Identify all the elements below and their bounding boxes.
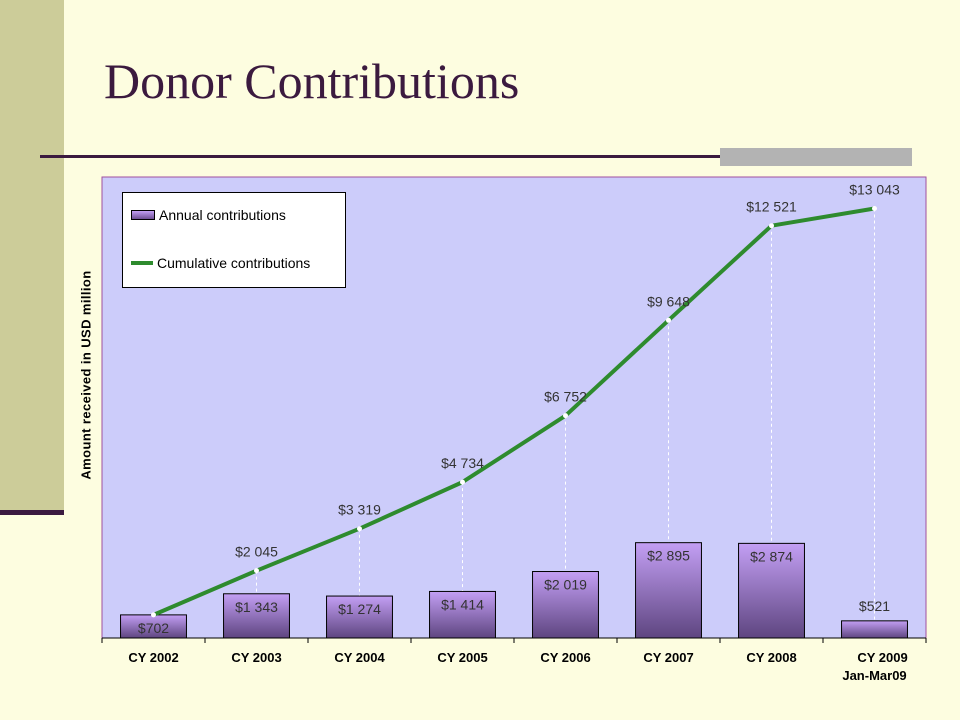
- line-point: [769, 223, 774, 229]
- x-tick-label: CY 2003: [231, 650, 281, 665]
- legend-label-annual: Annual contributions: [159, 207, 286, 223]
- bar-value-label: $702: [138, 620, 169, 636]
- line-value-label: $4 734: [441, 455, 484, 471]
- line-value-label: $9 648: [647, 293, 690, 309]
- bar-value-label: $2 019: [544, 577, 587, 593]
- line-value-label: $2 045: [235, 544, 278, 560]
- legend-item-cumulative: Cumulative contributions: [131, 255, 310, 271]
- line-point: [872, 206, 877, 212]
- line-value-label: $12 521: [746, 199, 797, 215]
- line-point: [460, 479, 465, 485]
- chart-legend: Annual contributions Cumulative contribu…: [122, 192, 346, 288]
- x-tick-label: CY 2002: [128, 650, 178, 665]
- legend-swatch-bar: [131, 210, 155, 220]
- x-tick-sublabel: Jan-Mar09: [842, 668, 906, 683]
- bar: [738, 542, 805, 639]
- title-rule: [40, 155, 912, 158]
- line-point: [666, 317, 671, 323]
- line-point: [357, 526, 362, 532]
- cumulative-line: [152, 206, 875, 617]
- bar: [223, 593, 290, 639]
- bar-value-label: $521: [859, 598, 890, 614]
- left-accent-band: [0, 0, 64, 512]
- bar-value-label: $2 895: [647, 548, 690, 564]
- bar-value-label: $1 274: [338, 601, 381, 617]
- line-point: [563, 413, 568, 419]
- x-tick-label: CY 2007: [643, 650, 693, 665]
- legend-label-cumulative: Cumulative contributions: [157, 255, 311, 271]
- left-accent-bar: [0, 510, 64, 515]
- chart: $702 $1 343 $1 274 $1 414 $2 019 $2 895 $2 874…: [60, 170, 960, 715]
- line-point: [151, 612, 156, 618]
- slide-title: Donor Contributions: [104, 53, 520, 109]
- y-axis-title-text: Amount received in USD million: [78, 270, 94, 480]
- title-rule-block: [720, 148, 912, 166]
- line-value-label: $3 319: [338, 502, 381, 518]
- bar-value-label: $1 343: [235, 599, 278, 615]
- x-tick-label: CY 2008: [746, 650, 796, 665]
- bar-value-label: $2 874: [750, 548, 793, 564]
- line-value-label: $6 752: [544, 389, 587, 405]
- line-value-label: $13 043: [849, 182, 900, 198]
- legend-swatch-line: [131, 261, 153, 265]
- bar: [635, 542, 702, 639]
- line-point: [254, 568, 259, 574]
- x-tick-label: CY 2006: [540, 650, 590, 665]
- x-tick-label: CY 2009: [857, 650, 907, 665]
- legend-item-annual: Annual contributions: [131, 207, 286, 223]
- bar: [841, 620, 908, 639]
- bar-value-label: $1 414: [441, 596, 484, 612]
- x-tick-label: CY 2004: [334, 650, 385, 665]
- x-tick-label: CY 2005: [437, 650, 487, 665]
